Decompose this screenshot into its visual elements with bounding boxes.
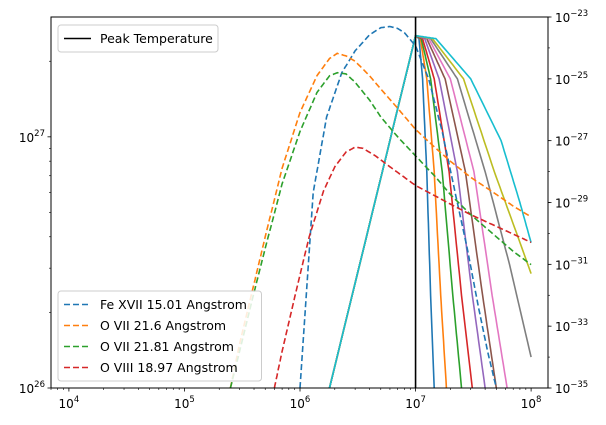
right-tick-label-exponent: −29 [570,195,588,205]
left-tick-label-exponent: 27 [34,129,45,139]
right-tick-label: 10−33 [555,318,588,334]
right-tick-label-base: 10 [555,135,570,149]
right-tick-label-base: 10 [555,382,570,396]
right-tick-label-exponent: −31 [570,256,588,266]
x-tick-label-exponent: 8 [536,395,541,405]
left-tick-label-base: 10 [19,382,34,396]
right-tick-label-exponent: −25 [570,71,588,81]
right-tick-label: 10−31 [555,256,588,272]
x-tick-label: 108 [521,395,542,411]
right-tick-label-exponent: −27 [570,133,588,143]
left-tick-label: 1027 [19,129,45,145]
legend-label-peak-temperature: Peak Temperature [100,31,213,46]
x-tick-label-exponent: 7 [420,395,425,405]
right-tick-label: 10−27 [555,133,588,149]
legend-layer: Peak Temperature Fe XVII 15.01 Angstrom O … [57,24,262,382]
series-fe-xvii-15-01-angstrom [299,25,498,388]
x-tick-label-base: 10 [521,397,536,411]
left-tick-label-base: 10 [19,131,34,145]
right-tick-label-base: 10 [555,11,570,25]
legend-box-lower-left [57,290,262,382]
x-tick-label-base: 10 [174,397,189,411]
right-tick-label: 10−25 [555,71,588,87]
right-tick-label-base: 10 [555,197,570,211]
x-tick-label-exponent: 6 [305,395,310,405]
legend-box-upper-left [57,24,219,53]
right-tick-label-exponent: −33 [570,318,588,328]
left-tick-label-exponent: 26 [34,380,45,390]
x-tick-label-base: 10 [405,397,420,411]
right-tick-label: 10−23 [555,9,588,25]
right-tick-label-exponent: −23 [570,9,588,19]
right-tick-label-exponent: −35 [570,380,588,390]
x-tick-label-exponent: 5 [189,395,194,405]
right-tick-label-base: 10 [555,258,570,272]
right-tick-label-base: 10 [555,320,570,334]
right-tick-label: 10−35 [555,380,588,396]
x-tick-label: 107 [405,395,426,411]
x-tick-label: 106 [290,395,311,411]
legend-label-o-vii-21-6-angstrom: O VII 21.6 Angstrom [100,318,226,333]
legend-label-o-vii-21-81-angstrom: O VII 21.81 Angstrom [100,339,234,354]
right-tick-label-base: 10 [555,73,570,87]
x-axis: 104 105 106 107 108 [50,388,542,411]
left-tick-label: 1026 [19,380,45,396]
x-tick-label: 105 [174,395,195,411]
x-tick-label-base: 10 [59,397,74,411]
legend-label-o-viii-18-97-angstrom: O VIII 18.97 Angstrom [100,360,238,375]
right-tick-label: 10−29 [555,195,588,211]
legend-label-fe-xvii-15-01-angstrom: Fe XVII 15.01 Angstrom [100,297,247,312]
series-o-viii-18-97-angstrom [273,146,532,388]
x-tick-label-exponent: 4 [74,395,79,405]
x-tick-label-base: 10 [290,397,305,411]
series-o-vii-21-81-angstrom [229,71,532,388]
x-tick-label: 104 [59,395,80,411]
